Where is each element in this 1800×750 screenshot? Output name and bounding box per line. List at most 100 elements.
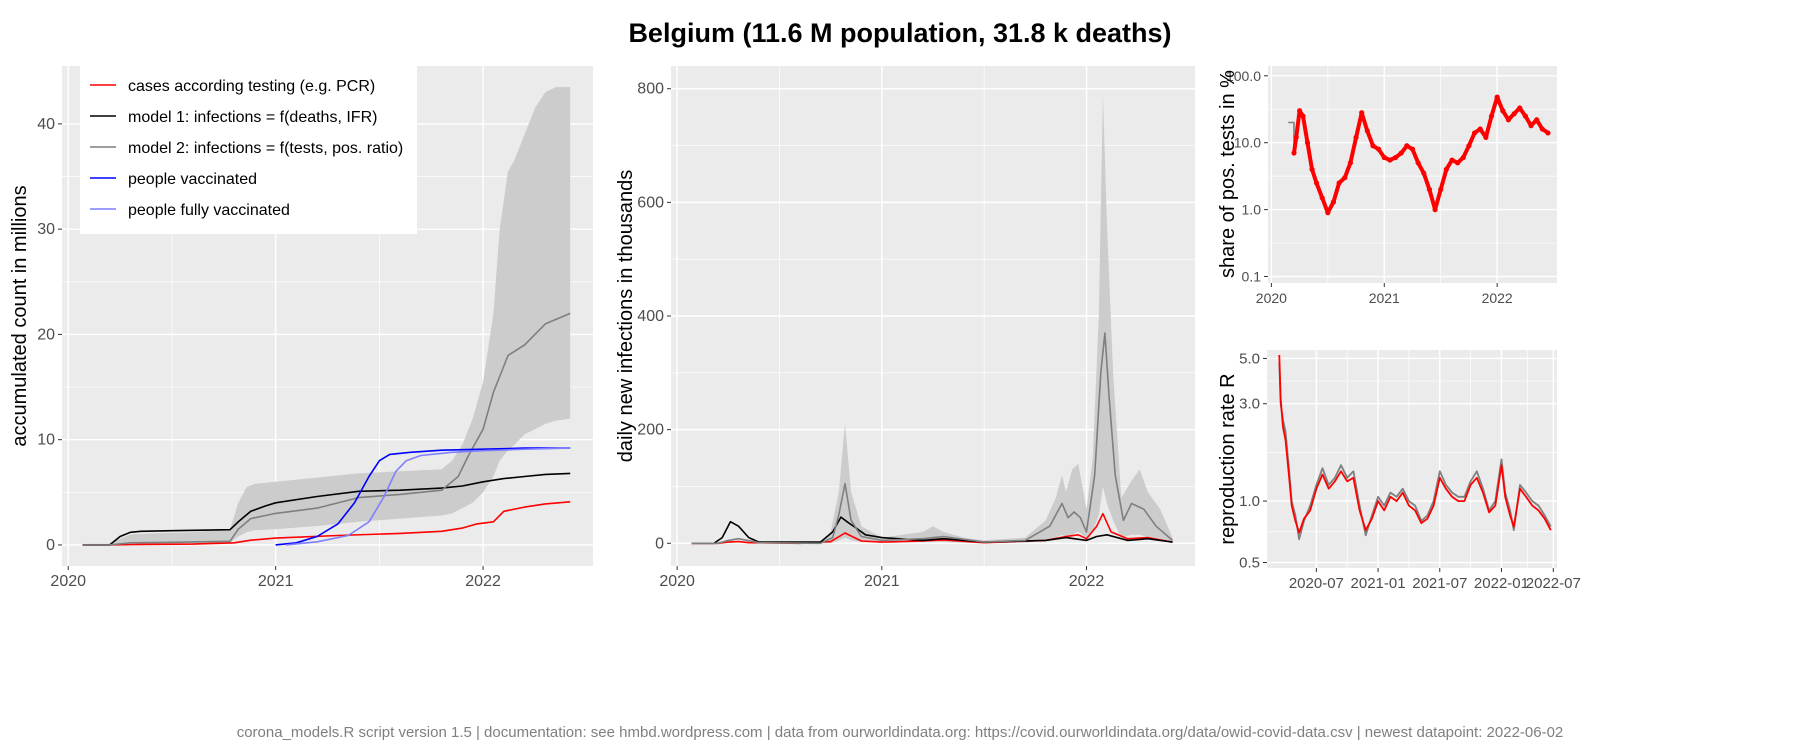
y-tick-label: 3.0 [1239, 396, 1260, 413]
legend-entry-label: model 2: infections = f(tests, pos. rati… [128, 140, 403, 157]
chart-title: Belgium (11.6 M population, 31.8 k death… [628, 18, 1172, 48]
y-tick-label: 10 [37, 432, 55, 449]
data-point [1449, 157, 1455, 163]
data-point [1443, 166, 1449, 172]
y-axis-label: daily new infections in thousands [615, 170, 637, 462]
y-tick-label: 400 [637, 308, 664, 325]
data-point [1466, 143, 1472, 149]
data-point [1477, 126, 1483, 132]
y-tick-label: 600 [637, 194, 664, 211]
data-point [1381, 154, 1387, 161]
data-point [1528, 123, 1534, 129]
data-point [1387, 157, 1393, 163]
plot-area [1268, 66, 1557, 283]
data-point [1471, 130, 1478, 136]
data-point [1398, 150, 1404, 156]
x-tick-label: 2021-07 [1412, 575, 1467, 592]
plot-area [1267, 350, 1557, 568]
x-tick-label: 2022-07 [1526, 575, 1581, 592]
data-point [1494, 94, 1500, 100]
plot-content [82, 87, 571, 546]
x-tick-label: 2020 [659, 573, 695, 590]
data-point [1539, 126, 1545, 132]
data-point [1319, 195, 1325, 201]
y-tick-label: 100.0 [1226, 68, 1261, 84]
x-tick-label: 2022 [1069, 573, 1105, 590]
x-tick-label: 2020-07 [1289, 575, 1344, 592]
data-point [1426, 186, 1433, 193]
x-tick-label: 2022 [1482, 290, 1513, 306]
y-tick-label: 10.0 [1234, 135, 1261, 151]
data-point [1392, 154, 1399, 161]
x-tick-label: 2021 [1369, 290, 1400, 306]
y-tick-label: 0.1 [1242, 269, 1262, 285]
data-point [1500, 108, 1506, 114]
series-line [691, 332, 1174, 545]
series-line [691, 512, 1173, 545]
y-axis-label: share of pos. tests in % [1217, 70, 1239, 278]
y-tick-label: 0 [655, 535, 664, 552]
y-axis-label: reproduction rate R [1217, 373, 1239, 544]
series-line [1278, 354, 1552, 534]
series-line [82, 472, 571, 546]
y-axis-label: accumulated count in millions [9, 185, 31, 446]
data-point [1534, 117, 1540, 123]
data-point [1460, 154, 1466, 161]
data-point [1364, 128, 1370, 134]
data-point [1291, 150, 1297, 156]
series-line [285, 447, 571, 546]
legend-box [80, 66, 417, 234]
x-tick-label: 2021 [864, 573, 900, 590]
y-tick-label: 20 [37, 326, 55, 343]
data-point [1376, 146, 1382, 152]
x-tick-label: 2020 [1256, 290, 1287, 306]
data-point [1359, 110, 1365, 116]
y-tick-label: 40 [37, 116, 55, 133]
x-tick-label: 2022-01 [1474, 575, 1529, 592]
legend-entry-label: people vaccinated [128, 171, 257, 188]
data-point [1300, 113, 1306, 119]
plot-content [1288, 94, 1551, 216]
y-tick-label: 5.0 [1239, 350, 1260, 367]
data-point [1342, 175, 1348, 181]
y-tick-label: 1.0 [1242, 202, 1262, 218]
data-point [1336, 180, 1342, 186]
data-point [1522, 113, 1528, 119]
y-tick-label: 0.5 [1239, 555, 1260, 572]
data-point [1421, 170, 1427, 176]
data-point [1304, 140, 1311, 146]
data-point [1404, 143, 1410, 149]
data-point [1545, 130, 1551, 136]
data-point [1505, 117, 1512, 123]
legend: cases according testing (e.g. PCR) model … [80, 66, 417, 234]
data-point [1438, 186, 1444, 193]
data-point [1325, 210, 1331, 216]
data-point [1511, 111, 1517, 117]
series-line [691, 516, 1173, 545]
data-point [1313, 180, 1320, 186]
data-point [1330, 199, 1337, 205]
uncertainty-ribbon [691, 94, 1173, 544]
series-line [82, 501, 571, 546]
data-point [1488, 113, 1495, 119]
y-tick-label: 30 [37, 221, 55, 238]
series-line [82, 312, 571, 546]
legend-entry-label: cases according testing (e.g. PCR) [128, 78, 375, 95]
data-point [1432, 207, 1438, 213]
data-point [1483, 134, 1489, 140]
data-point [1353, 134, 1359, 140]
panel-daily-infections: 2020 2021 2022 0 200 400 600 800 daily new infec… [615, 66, 1195, 590]
plot-content [691, 94, 1174, 545]
series-line [275, 447, 571, 546]
x-tick-label: 2021 [258, 573, 294, 590]
plot-content [1278, 354, 1552, 541]
x-tick-label: 2022 [465, 573, 501, 590]
data-point [1517, 105, 1523, 111]
data-point [1297, 108, 1303, 114]
footer-caption: corona_models.R script version 1.5 | doc… [236, 724, 1564, 741]
y-tick-label: 1.0 [1239, 493, 1260, 510]
data-point [1415, 160, 1421, 166]
